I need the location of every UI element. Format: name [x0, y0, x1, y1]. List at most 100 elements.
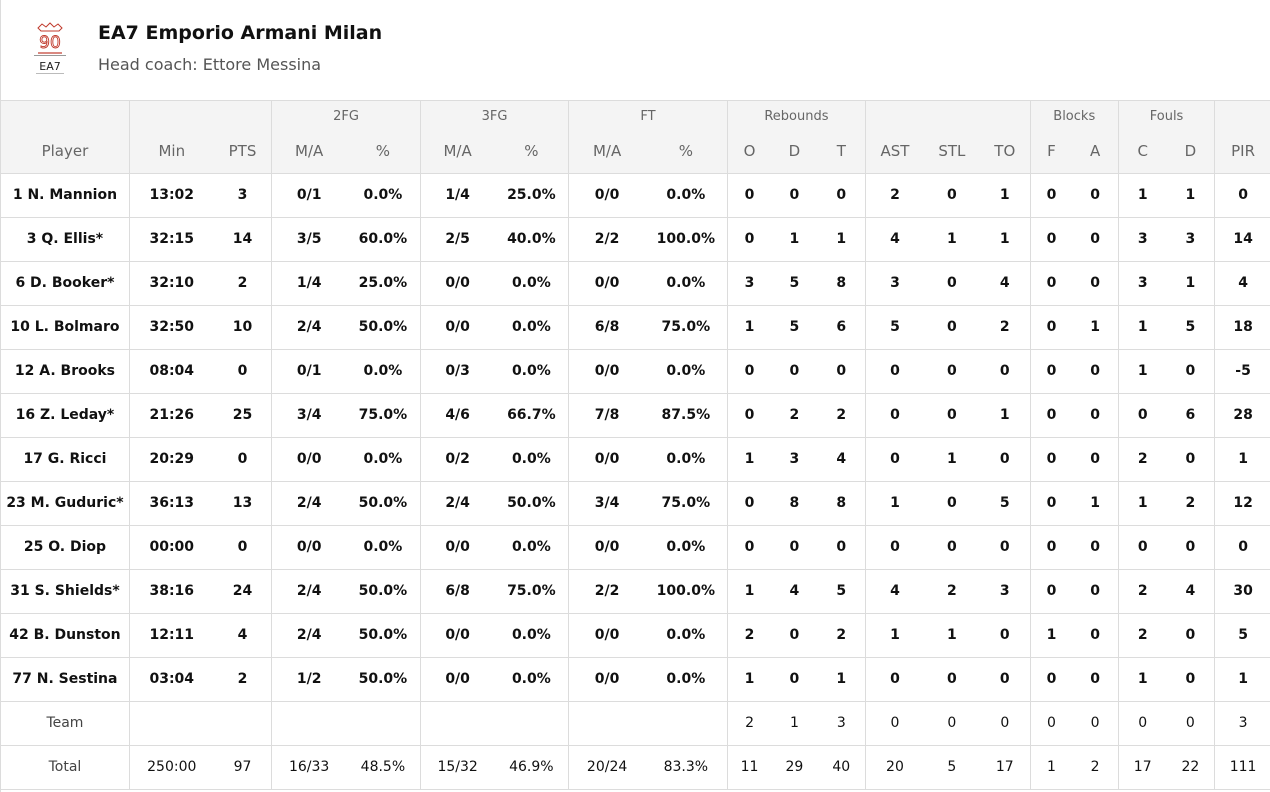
column-header-ft-ma[interactable]: M/A: [568, 128, 645, 174]
boxscore-table: 2FG 3FG FT Rebounds Blocks Fouls Player M…: [1, 100, 1270, 790]
stat-cell-reb-t: 0: [817, 525, 866, 570]
stat-cell-ast: 0: [865, 393, 924, 438]
column-header-stl[interactable]: STL: [923, 128, 980, 174]
stat-cell-pts: 24: [213, 569, 272, 614]
player-name-cell[interactable]: 77 N. Sestina: [1, 657, 130, 702]
column-header-to[interactable]: TO: [979, 128, 1031, 174]
stat-cell-2fg-pct: 0.0%: [346, 437, 421, 482]
head-coach: Head coach: Ettore Messina: [98, 55, 322, 74]
team-header: 90 EA7 EA7 Emporio Armani Milan Head coa…: [1, 0, 1270, 100]
column-header-reb-t[interactable]: T: [817, 128, 866, 174]
stat-cell-ft-pct: [644, 701, 728, 746]
stat-cell-reb-t: 2: [817, 393, 866, 438]
player-name-cell[interactable]: 23 M. Guduric*: [1, 481, 130, 526]
stat-cell-foul-d: 3: [1166, 217, 1215, 262]
stat-cell-foul-d: 0: [1166, 349, 1215, 394]
column-header-blk-a[interactable]: A: [1072, 128, 1119, 174]
stat-cell-2fg-ma: 1/4: [271, 261, 347, 306]
stat-cell-foul-d: 0: [1166, 657, 1215, 702]
player-name-cell[interactable]: 42 B. Dunston: [1, 613, 130, 658]
team-row: Team 2 1 3 0 0 0 0 0 0 0 3: [1, 701, 1270, 746]
stat-cell-ft-ma: 20/24: [568, 745, 645, 790]
stat-cell-min: 38:16: [128, 569, 214, 614]
stat-cell-pir: 1: [1214, 657, 1270, 702]
stat-cell-3fg-ma: 1/4: [419, 173, 495, 218]
team-name: EA7 Emporio Armani Milan: [98, 22, 383, 44]
column-header-2fg-ma[interactable]: M/A: [271, 128, 347, 174]
column-header-3fg-pct[interactable]: %: [494, 128, 569, 174]
column-header-pir[interactable]: PIR: [1214, 128, 1270, 174]
stat-cell-to: 0: [979, 701, 1031, 746]
player-name-cell: Team: [1, 701, 130, 746]
stat-cell-blk-a: 0: [1072, 613, 1119, 658]
stat-cell-foul-c: 17: [1117, 745, 1167, 790]
player-name-cell[interactable]: 10 L. Bolmaro: [1, 305, 130, 350]
stat-cell-3fg-pct: [494, 701, 569, 746]
player-name-cell[interactable]: 12 A. Brooks: [1, 349, 130, 394]
player-name-cell[interactable]: 31 S. Shields*: [1, 569, 130, 614]
player-name-cell[interactable]: 3 Q. Ellis*: [1, 217, 130, 262]
stat-cell-min: [128, 701, 214, 746]
player-name-cell[interactable]: 25 O. Diop: [1, 525, 130, 570]
stat-cell-blk-f: 0: [1029, 657, 1073, 702]
stat-cell-2fg-ma: 2/4: [271, 569, 347, 614]
column-header-player[interactable]: Player: [1, 128, 130, 174]
stat-cell-2fg-pct: 0.0%: [346, 173, 421, 218]
group-fouls: Fouls: [1117, 100, 1215, 129]
column-header-foul-d[interactable]: D: [1166, 128, 1215, 174]
stat-cell-pir: 0: [1214, 173, 1270, 218]
stat-cell-2fg-ma: 1/2: [271, 657, 347, 702]
column-header-reb-d[interactable]: D: [771, 128, 818, 174]
stat-cell-2fg-ma: 2/4: [271, 613, 347, 658]
column-header-foul-c[interactable]: C: [1117, 128, 1167, 174]
stat-cell-pts: 2: [213, 657, 272, 702]
stat-cell-3fg-pct: 40.0%: [494, 217, 569, 262]
player-name-cell[interactable]: 16 Z. Leday*: [1, 393, 130, 438]
stat-cell-2fg-pct: 0.0%: [346, 349, 421, 394]
group-ft: FT: [568, 100, 728, 129]
stat-cell-blk-a: 1: [1072, 481, 1119, 526]
stat-cell-ft-pct: 0.0%: [644, 349, 728, 394]
player-name-cell[interactable]: 17 G. Ricci: [1, 437, 130, 482]
stat-cell-reb-o: 0: [726, 525, 772, 570]
stat-cell-reb-t: 0: [817, 173, 866, 218]
stat-cell-pir: 0: [1214, 525, 1270, 570]
stat-cell-ast: 0: [865, 657, 924, 702]
column-header-blk-f[interactable]: F: [1029, 128, 1073, 174]
stat-cell-to: 1: [979, 173, 1031, 218]
column-header-pts[interactable]: PTS: [213, 128, 272, 174]
stat-cell-ft-ma: 3/4: [568, 481, 645, 526]
stat-cell-ast: 0: [865, 701, 924, 746]
stat-cell-reb-o: 1: [726, 657, 772, 702]
stat-cell-blk-a: 0: [1072, 393, 1119, 438]
stat-cell-foul-c: 1: [1117, 173, 1167, 218]
stat-cell-ast: 0: [865, 349, 924, 394]
player-row: 6 D. Booker* 32:10 2 1/4 25.0% 0/0 0.0% 0/0 0.0%…: [1, 261, 1270, 306]
stat-cell-ast: 5: [865, 305, 924, 350]
stat-cell-foul-d: 0: [1166, 525, 1215, 570]
stat-cell-foul-c: 3: [1117, 261, 1167, 306]
stat-cell-ast: 1: [865, 481, 924, 526]
column-header-3fg-ma[interactable]: M/A: [419, 128, 495, 174]
stat-cell-foul-d: 2: [1166, 481, 1215, 526]
column-header-ft-pct[interactable]: %: [644, 128, 728, 174]
stat-cell-pts: 3: [213, 173, 272, 218]
stat-cell-reb-o: 0: [726, 349, 772, 394]
column-header-reb-o[interactable]: O: [726, 128, 772, 174]
stat-cell-min: 20:29: [128, 437, 214, 482]
player-row: 77 N. Sestina 03:04 2 1/2 50.0% 0/0 0.0% 0/0 0.0…: [1, 657, 1270, 702]
total-row: Total 250:00 97 16/33 48.5% 15/32 46.9% 20/24 83…: [1, 745, 1270, 790]
stat-cell-stl: 2: [923, 569, 980, 614]
stat-cell-foul-c: 2: [1117, 569, 1167, 614]
stat-cell-foul-c: 0: [1117, 525, 1167, 570]
stat-cell-3fg-pct: 75.0%: [494, 569, 569, 614]
player-name-cell[interactable]: 1 N. Mannion: [1, 173, 130, 218]
player-name-cell[interactable]: 6 D. Booker*: [1, 261, 130, 306]
column-header-min[interactable]: Min: [128, 128, 214, 174]
stat-cell-reb-t: 8: [817, 481, 866, 526]
stat-cell-reb-t: 4: [817, 437, 866, 482]
stat-cell-reb-t: 1: [817, 217, 866, 262]
stat-cell-reb-t: 0: [817, 349, 866, 394]
column-header-2fg-pct[interactable]: %: [346, 128, 421, 174]
column-header-ast[interactable]: AST: [865, 128, 924, 174]
